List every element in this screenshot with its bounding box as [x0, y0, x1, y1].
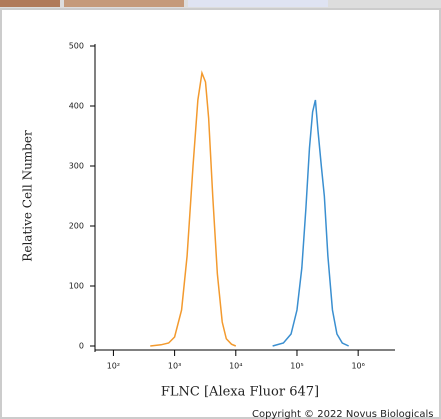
histogram-line: [150, 70, 237, 347]
x-tick-label: 10⁵: [290, 362, 303, 371]
x-tick-label: 10⁶: [351, 362, 364, 371]
x-tick-label: 10²: [107, 362, 120, 371]
y-tick-label: 300: [69, 162, 84, 171]
x-tick-label: 10⁴: [229, 362, 242, 371]
thumbnail: [188, 0, 328, 7]
x-tick-label: 10³: [168, 362, 181, 371]
histogram-line: [272, 99, 349, 347]
copyright: Copyright © 2022 Novus Biologicals: [252, 409, 433, 419]
thumbnail: [64, 0, 184, 7]
y-tick-label: 0: [79, 342, 84, 351]
thumbnail: [0, 0, 60, 7]
y-tick-label: 200: [69, 222, 84, 231]
y-tick-label: 400: [69, 102, 84, 111]
y-axis-label: Relative Cell Number: [21, 130, 35, 262]
y-tick-label: 500: [69, 42, 84, 51]
panel: [0, 8, 441, 419]
y-tick-label: 100: [69, 282, 84, 291]
x-axis-label: FLNC [Alexa Fluor 647]: [161, 385, 319, 400]
